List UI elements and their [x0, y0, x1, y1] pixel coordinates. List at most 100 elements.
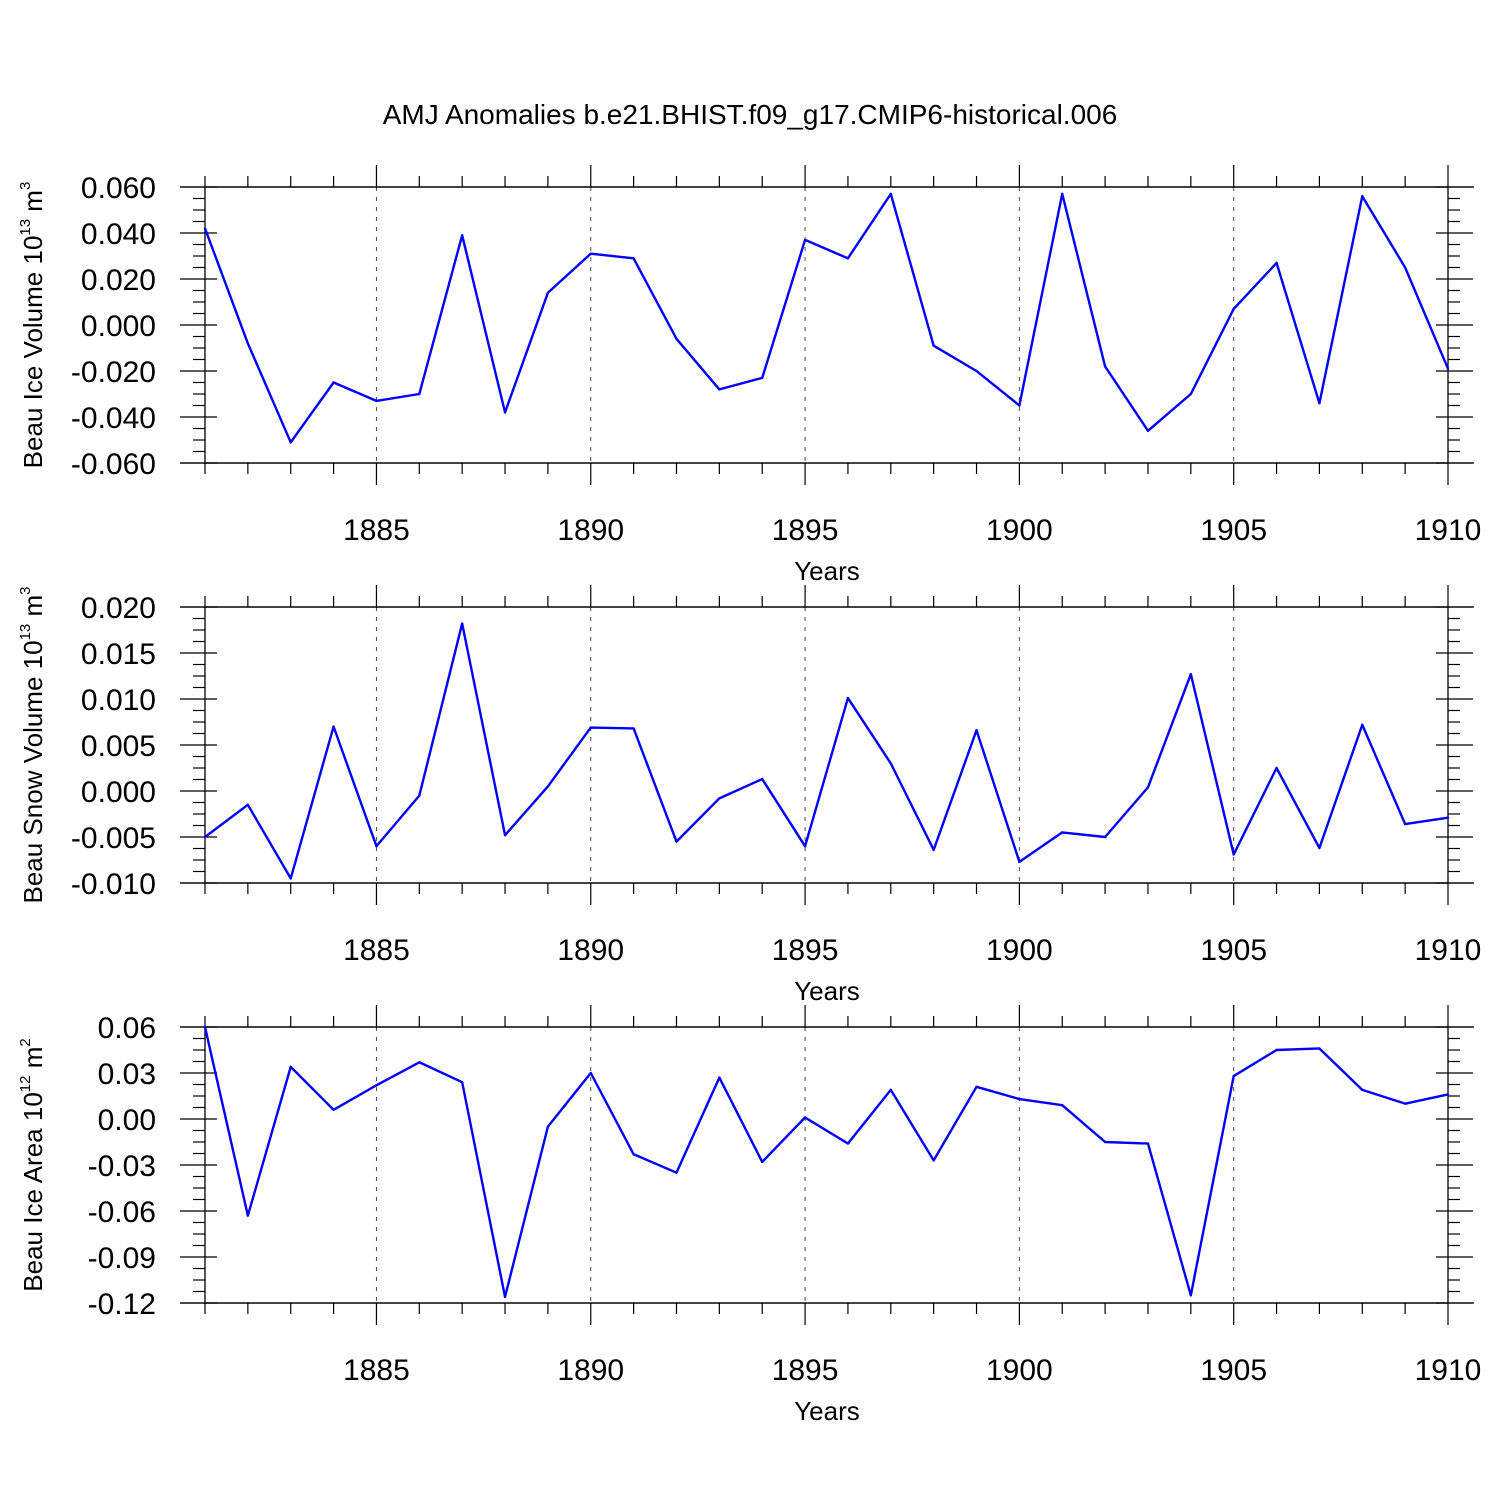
data-point	[375, 845, 378, 848]
x-tick-label: 1885	[343, 934, 410, 967]
data-point	[546, 1125, 550, 1128]
data-point	[589, 252, 592, 255]
series-line	[203, 192, 1450, 444]
data-point	[1318, 402, 1321, 405]
y-tick-label: -0.005	[71, 822, 156, 855]
figure-title: AMJ Anomalies b.e21.BHIST.f09_g17.CMIP6-…	[383, 99, 1118, 130]
data-point	[1189, 1294, 1193, 1297]
data-point	[418, 794, 421, 797]
data-point	[332, 381, 335, 384]
data-point	[975, 729, 978, 732]
data-point	[632, 1153, 635, 1156]
data-point	[289, 441, 292, 444]
data-point	[1061, 192, 1064, 196]
y-axis-label-main: Beau Snow Volume 10	[18, 640, 48, 903]
data-point	[675, 337, 678, 340]
x-tick-label: 1905	[1200, 1354, 1267, 1387]
data-point	[289, 877, 292, 880]
data-point	[246, 803, 250, 806]
y-tick-label: -0.040	[71, 402, 156, 435]
y-tick-label: 0.020	[81, 264, 156, 297]
y-axis-label-tail: m	[18, 1047, 48, 1076]
y-tick-label: 0.005	[81, 730, 156, 763]
data-point	[503, 1295, 507, 1299]
y-axis-label-sup2: 2	[17, 1038, 34, 1046]
x-tick-label: 1895	[772, 1354, 839, 1387]
data-point	[803, 845, 807, 848]
x-axis-label: Years	[794, 976, 860, 1006]
y-tick-label: -0.060	[71, 448, 156, 481]
data-point	[1361, 1088, 1364, 1092]
data-point	[418, 392, 421, 396]
data-point	[1018, 1097, 1021, 1101]
data-point	[1103, 835, 1107, 839]
plot-frame	[204, 186, 1449, 464]
x-tick-label: 1905	[1200, 514, 1267, 547]
data-point	[718, 797, 721, 800]
chart-panel-2: -0.010 -0.005 0.000 0.005 0.010 0.015 0.020 188…	[17, 585, 1481, 1006]
data-point	[632, 727, 635, 730]
data-point	[1275, 1048, 1278, 1052]
y-axis-label: Beau Ice Volume 1013 m3	[17, 182, 48, 469]
data-point	[1446, 1093, 1450, 1096]
x-tick-label: 1900	[986, 1354, 1053, 1387]
data-point	[889, 192, 892, 196]
data-point	[203, 835, 207, 839]
data-point	[975, 1085, 978, 1089]
chart-panel-1: -0.060 -0.040 -0.020 0.000 0.020 0.040 0.060 18…	[17, 165, 1481, 586]
data-point	[1403, 266, 1407, 269]
data-point	[1146, 1142, 1150, 1145]
data-point	[503, 411, 507, 414]
y-tick-label: -0.010	[71, 868, 156, 901]
data-point	[503, 833, 507, 837]
y-tick-label: 0.060	[81, 172, 156, 205]
data-point	[589, 1071, 592, 1075]
data-point	[846, 696, 850, 700]
data-point	[1318, 846, 1321, 850]
data-point	[846, 257, 850, 260]
data-point	[932, 848, 935, 852]
series-line	[204, 622, 1449, 880]
y-axis-label-sup: 13	[17, 624, 34, 641]
data-point	[1103, 365, 1107, 368]
chart-panel-3: -0.12 -0.09 -0.06 -0.03 0.00 0.03 0.06 1885 1890…	[17, 1005, 1481, 1426]
data-point	[932, 1159, 935, 1162]
series-line	[203, 1026, 1449, 1299]
data-point	[761, 777, 764, 781]
data-point	[1318, 1047, 1321, 1050]
data-point	[1275, 261, 1278, 265]
x-tick-label: 1890	[557, 934, 624, 967]
y-axis-label-sup2: 3	[17, 587, 34, 595]
data-point	[1232, 307, 1235, 311]
x-axis-label: Years	[794, 556, 860, 586]
chart-panels: -0.060 -0.040 -0.020 0.000 0.020 0.040 0.060 18…	[17, 165, 1481, 1426]
y-tick-label: 0.06	[98, 1012, 156, 1045]
x-axis-label: Years	[794, 1396, 860, 1426]
plot-frame	[204, 1026, 1449, 1304]
x-tick-label: 1910	[1415, 1354, 1482, 1387]
x-tick-label: 1885	[343, 514, 410, 547]
y-axis-label: Beau Snow Volume 1013 m3	[17, 587, 48, 904]
data-point	[1103, 1140, 1107, 1144]
data-point	[332, 725, 335, 728]
data-point	[589, 726, 592, 729]
data-point	[460, 1081, 464, 1084]
data-point	[332, 1108, 335, 1112]
data-point	[889, 762, 892, 765]
data-point	[1189, 392, 1193, 396]
y-tick-label: 0.020	[81, 592, 156, 625]
x-tick-label: 1910	[1415, 514, 1482, 547]
data-point	[632, 257, 635, 260]
y-tick-label: -0.06	[88, 1196, 156, 1229]
y-tick-label: 0.040	[81, 218, 156, 251]
x-tick-label: 1910	[1415, 934, 1482, 967]
data-point	[289, 1065, 292, 1069]
data-point	[718, 1076, 721, 1079]
y-tick-label: 0.010	[81, 684, 156, 717]
x-tick-label: 1885	[343, 1354, 410, 1387]
data-point	[889, 1088, 892, 1092]
data-point	[1018, 404, 1021, 407]
y-tick-label: -0.09	[88, 1242, 156, 1275]
data-point	[375, 1084, 378, 1087]
data-point	[203, 227, 207, 230]
